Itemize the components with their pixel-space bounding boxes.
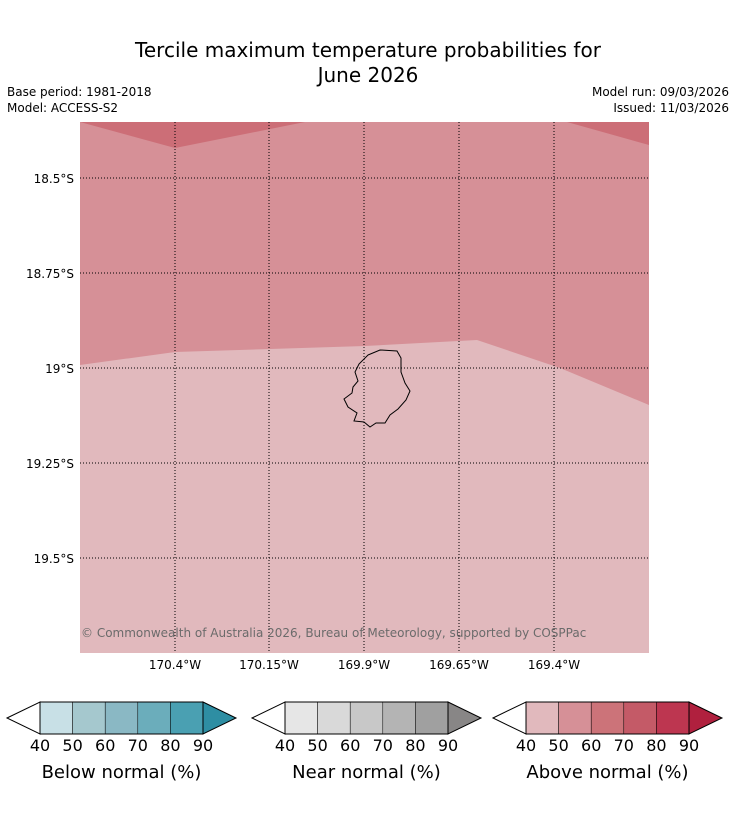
lon-label-5: 169.4°W (528, 658, 580, 672)
near-colorbar-right-extend (447, 701, 483, 735)
near-colorbar-tick: 90 (438, 736, 458, 755)
above-colorbar-segment (590, 701, 625, 735)
near-colorbar-tick: 40 (275, 736, 295, 755)
below-colorbar-segment (137, 701, 171, 735)
below-colorbar-segment (104, 701, 139, 735)
near-colorbar-segment (382, 701, 416, 735)
below-colorbar-segment (170, 701, 204, 735)
issued-date: Issued: 11/03/2026 (613, 101, 729, 115)
lat-label-2: 18.75°S (26, 267, 74, 281)
near-colorbar-tick: 50 (307, 736, 327, 755)
above-colorbar-segment (558, 701, 592, 735)
near-colorbar-segment (415, 701, 449, 735)
lon-labels: 170.4°W 170.15°W 169.9°W 169.65°W 169.4°… (149, 658, 580, 672)
model-run: Model run: 09/03/2026 (591, 85, 729, 99)
below-colorbar-tick: 60 (95, 736, 115, 755)
map-title: Tercile maximum temperature probabilitie… (0, 38, 736, 88)
lat-label-5: 19.5°S (34, 552, 74, 566)
above-colorbar-segment (656, 701, 690, 735)
near-colorbar-left-extend (250, 701, 286, 735)
below-colorbar-tick: 90 (193, 736, 213, 755)
near-colorbar-frame (284, 701, 449, 735)
model-name: Model: ACCESS-S2 (7, 101, 119, 115)
lon-label-1: 170.4°W (149, 658, 201, 672)
above-colorbar-tick: 50 (548, 736, 568, 755)
copyright-text: © Commonwealth of Australia 2026, Bureau… (81, 626, 586, 640)
below-colorbar-tick: 40 (30, 736, 50, 755)
region-above-60-70-right (567, 122, 649, 145)
above-colorbar-left-extend (491, 701, 527, 735)
above-colorbar-segment (623, 701, 657, 735)
lat-label-4: 19.25°S (26, 457, 74, 471)
near-colorbar-segment (284, 701, 318, 735)
island-outline (343, 349, 411, 428)
near-colorbar-tick: 60 (340, 736, 360, 755)
base-period: Base period: 1981-2018 (7, 85, 152, 99)
graticule (80, 122, 649, 653)
below-colorbar-frame (39, 701, 204, 735)
title-line-1: Tercile maximum temperature probabilitie… (135, 38, 601, 62)
title-line-2: June 2026 (317, 63, 419, 87)
below-colorbar-tick: 70 (128, 736, 148, 755)
above-colorbar-tick: 70 (614, 736, 634, 755)
below-colorbar-segment (39, 701, 73, 735)
above-colorbar-tick: 40 (516, 736, 536, 755)
lon-label-2: 170.15°W (239, 658, 299, 672)
map-area (80, 122, 649, 653)
above-colorbar-right-extend (688, 701, 724, 735)
lat-label-3: 19°S (45, 362, 74, 376)
below-colorbar-segment (72, 701, 106, 735)
region-above-60-70-left (80, 122, 305, 148)
colorbar-near: 40 50 60 70 80 90 Near normal (%) (250, 701, 483, 783)
meta-left: Base period: 1981-2018 Model: ACCESS-S2 (7, 84, 152, 116)
meta-right: Model run: 09/03/2026 Issued: 11/03/2026 (592, 84, 729, 116)
near-colorbar-segment (349, 701, 384, 735)
above-colorbar-title: Above normal (%) (526, 762, 688, 783)
below-colorbar-right-extend (202, 701, 238, 735)
near-colorbar-tick: 70 (373, 736, 393, 755)
lat-labels: 18.5°S 18.75°S 19°S 19.25°S 19.5°S (26, 172, 74, 566)
region-above-40-50 (80, 340, 649, 653)
near-colorbar-tick: 80 (405, 736, 425, 755)
above-colorbar-tick: 80 (646, 736, 666, 755)
above-colorbar-frame (525, 701, 690, 735)
above-colorbar-tick: 60 (581, 736, 601, 755)
above-colorbar-tick: 90 (679, 736, 699, 755)
below-colorbar-title: Below normal (%) (42, 762, 202, 783)
colorbar-above: 40 50 60 70 80 90 Above normal (%) (491, 701, 724, 783)
lon-label-4: 169.65°W (429, 658, 489, 672)
colorbar-below: 40 50 60 70 80 90 Below normal (%) (5, 701, 238, 783)
below-colorbar-left-extend (5, 701, 41, 735)
below-colorbar-tick: 80 (160, 736, 180, 755)
below-colorbar-tick: 50 (62, 736, 82, 755)
lon-label-3: 169.9°W (338, 658, 390, 672)
near-colorbar-segment (317, 701, 351, 735)
above-colorbar-segment (525, 701, 559, 735)
near-colorbar-title: Near normal (%) (292, 762, 441, 783)
lat-label-1: 18.5°S (34, 172, 74, 186)
